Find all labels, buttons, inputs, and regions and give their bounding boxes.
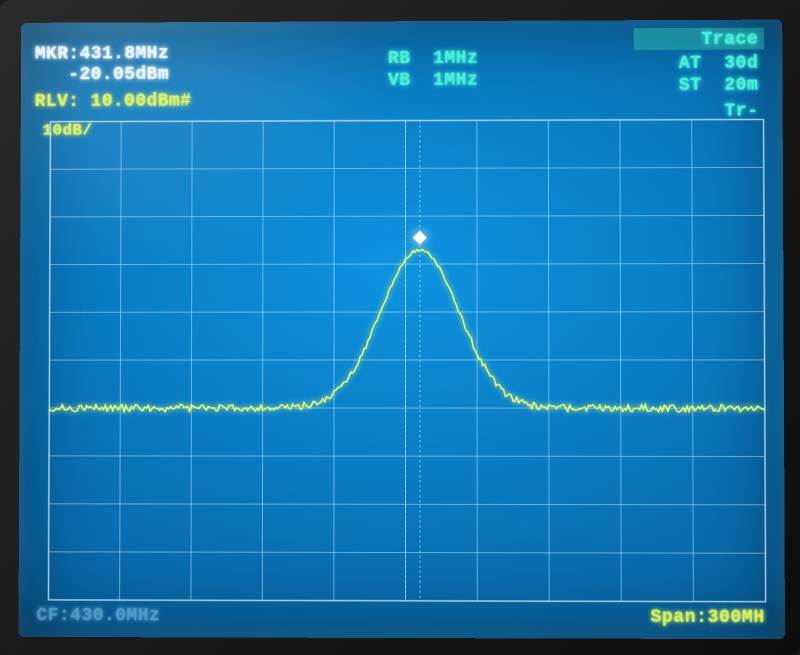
spectrum-trace <box>49 249 765 412</box>
spectrum-analyzer-screen: MKR:431.8MHz -20.05dBm RLV: 10.00dBm# 10… <box>18 20 785 640</box>
spectrum-plot <box>18 20 785 640</box>
marker-diamond-icon <box>413 231 427 245</box>
